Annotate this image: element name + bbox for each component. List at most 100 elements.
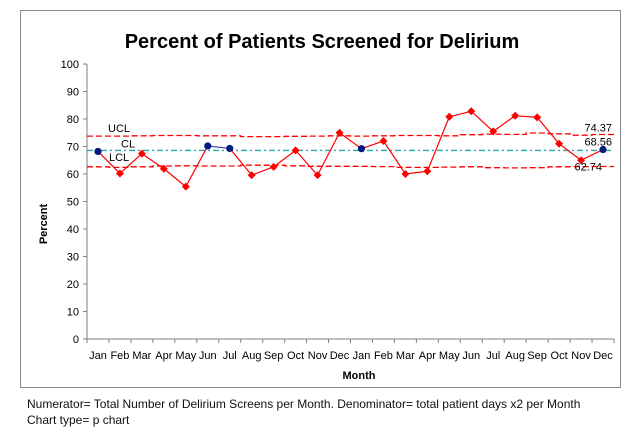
footnote-definition: Numerator= Total Number of Delirium Scre… [27, 397, 581, 411]
data-point-out-of-control [511, 111, 520, 120]
data-point-out-of-control [445, 112, 454, 121]
x-tick-label: Jul [223, 350, 237, 362]
y-tick-label: 40 [67, 224, 79, 236]
y-tick-label: 20 [67, 279, 79, 291]
y-tick-label: 50 [67, 197, 79, 209]
series-segment [361, 140, 384, 150]
x-tick-label: Jun [462, 350, 480, 362]
series-segment [295, 149, 319, 176]
x-tick-label: Jul [486, 350, 500, 362]
series-segment [339, 132, 362, 150]
x-tick-label: Nov [571, 350, 591, 362]
series-segment [580, 148, 604, 161]
x-tick-label: Apr [419, 350, 436, 362]
x-tick-label: Mar [396, 350, 415, 362]
data-point-out-of-control [115, 169, 124, 178]
data-point-out-of-control [159, 164, 168, 173]
x-tick-label: Dec [330, 350, 350, 362]
control-limits [87, 132, 614, 169]
series-segment [470, 110, 494, 132]
data-point-in-control [357, 145, 366, 153]
lcl-end-value: 62.74 [574, 161, 602, 173]
x-tick-label: Sep [264, 350, 284, 362]
series-segment [317, 132, 341, 176]
x-tick-label: Sep [527, 350, 547, 362]
series-segment [449, 110, 472, 118]
data-point-in-control [599, 145, 607, 154]
data-point-out-of-control [489, 127, 498, 136]
series-segment [536, 116, 560, 145]
x-tick-label: Jan [353, 350, 371, 362]
series-segment [163, 168, 187, 188]
data-point-out-of-control [247, 171, 256, 180]
x-tick-label: Nov [308, 350, 328, 362]
series-segment [426, 116, 450, 172]
y-tick-label: 30 [67, 252, 79, 264]
series-segment [141, 153, 165, 170]
y-tick-label: 0 [73, 334, 79, 346]
data-point-out-of-control [379, 137, 388, 145]
series-segment [185, 145, 209, 187]
data-point-out-of-control [533, 113, 542, 122]
x-tick-label: Dec [593, 350, 613, 362]
chart-frame: Percent of Patients Screened for Deliriu… [20, 10, 621, 388]
series-segment [97, 151, 121, 174]
series-segment [492, 115, 516, 132]
y-tick-label: 10 [67, 307, 79, 319]
data-point-in-control [94, 147, 102, 156]
y-tick-label: 80 [67, 114, 79, 126]
series-segment [405, 170, 428, 175]
data-point-out-of-control [313, 171, 322, 180]
series-segment [558, 143, 582, 161]
chart-svg: Percent of Patients Screened for Deliriu… [38, 31, 615, 382]
y-tick-label: 100 [61, 59, 79, 71]
data-point-out-of-control [401, 170, 410, 178]
data-point-out-of-control [137, 149, 146, 158]
x-tick-label: May [439, 350, 460, 362]
series-segment [251, 166, 274, 176]
x-axis-label: Month [343, 370, 376, 382]
x-tick-label: Mar [132, 350, 151, 362]
cl-end-value: 68.56 [584, 136, 612, 148]
y-tick-label: 60 [67, 169, 79, 181]
y-axis-label: Percent [38, 203, 50, 244]
footnote-chart-type: Chart type= p chart [27, 413, 130, 427]
lcl-line [87, 164, 614, 169]
ucl-end-value: 74.37 [584, 122, 612, 134]
data-point-in-control [226, 144, 234, 153]
series-segment [119, 153, 143, 174]
x-tick-label: Oct [287, 350, 304, 362]
x-tick-label: Feb [374, 350, 393, 362]
chart-title: Percent of Patients Screened for Deliriu… [125, 31, 520, 53]
limit-labels: UCL CL LCL 74.37 68.56 62.74 [108, 122, 612, 173]
data-series [94, 107, 607, 191]
data-point-out-of-control [269, 162, 278, 171]
x-tick-label: May [175, 350, 196, 362]
x-tick-label: Oct [551, 350, 568, 362]
ucl-label: UCL [108, 123, 130, 135]
data-point-in-control [204, 142, 212, 150]
x-tick-label: Jun [199, 350, 217, 362]
x-tick-label: Feb [110, 350, 129, 362]
data-point-out-of-control [335, 128, 344, 137]
cl-label: CL [121, 138, 135, 150]
data-point-out-of-control [181, 182, 190, 191]
lcl-label: LCL [109, 152, 129, 164]
y-tick-label: 90 [67, 87, 79, 99]
data-point-out-of-control [291, 146, 300, 155]
x-tick-label: Jan [89, 350, 107, 362]
x-tick-label: Apr [155, 350, 172, 362]
x-tick-label: Aug [505, 350, 525, 362]
data-point-out-of-control [467, 107, 476, 116]
ucl-line [87, 132, 614, 138]
data-point-out-of-control [577, 156, 586, 165]
series-segment [207, 145, 230, 150]
series-segment [229, 148, 253, 176]
series-segment [382, 140, 406, 175]
y-tick-label: 70 [67, 142, 79, 154]
x-tick-label: Aug [242, 350, 262, 362]
series-segment [273, 149, 296, 168]
data-point-out-of-control [423, 167, 432, 176]
data-point-out-of-control [555, 139, 564, 148]
